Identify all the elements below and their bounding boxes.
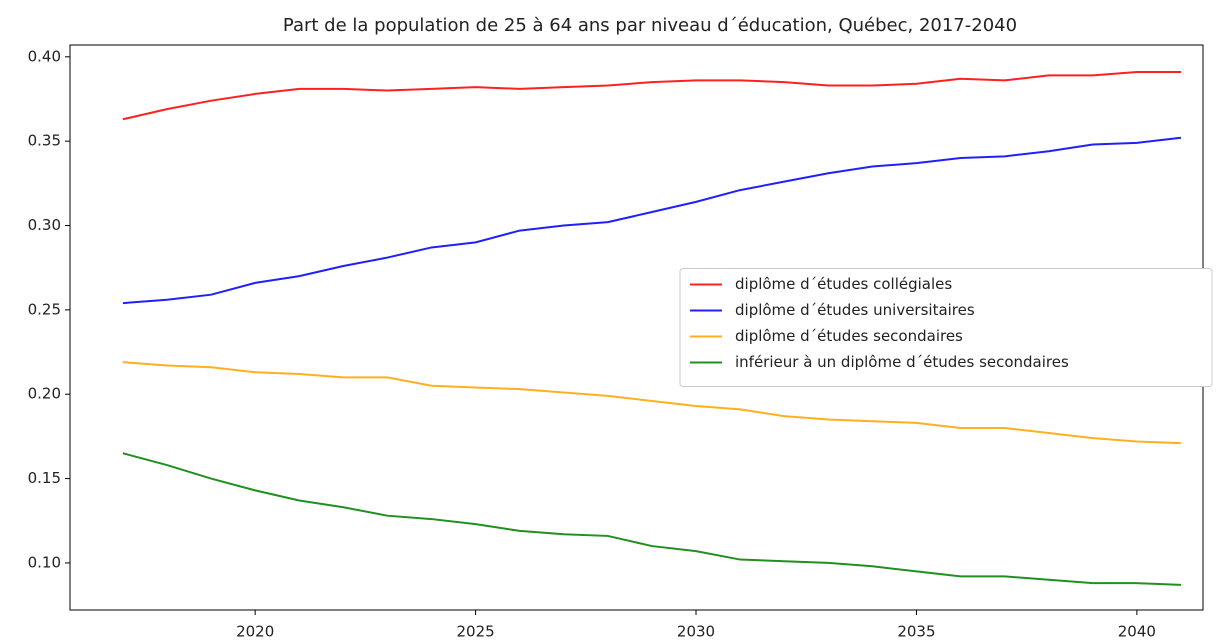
series-line — [122, 70, 1181, 121]
x-tick-label: 2035 — [897, 623, 935, 641]
x-tick-label: 2040 — [1118, 623, 1156, 641]
x-tick-label: 2025 — [456, 623, 494, 641]
x-tick-label: 2020 — [236, 623, 274, 641]
x-tick-label: 2030 — [677, 623, 715, 641]
legend-box — [679, 268, 1213, 387]
legend-label: inférieur à un diplôme d´études secondai… — [735, 353, 1069, 371]
y-tick-label: 0.35 — [28, 132, 61, 150]
series-line — [122, 136, 1182, 305]
series-line — [122, 361, 1181, 445]
chart-title: Part de la population de 25 à 64 ans par… — [283, 15, 1017, 36]
legend: diplôme d´études collégiales diplôme d´ét… — [679, 268, 1213, 387]
legend-label: diplôme d´études collégiales — [735, 275, 952, 293]
y-tick-label: 0.20 — [28, 385, 61, 403]
y-tick-label: 0.40 — [28, 47, 61, 65]
legend-label: diplôme d´études secondaires — [735, 327, 963, 345]
y-tick-label: 0.30 — [28, 216, 61, 234]
y-tick-label: 0.15 — [28, 469, 61, 487]
y-tick-label: 0.25 — [28, 300, 61, 318]
series-line — [122, 452, 1181, 586]
y-tick-label: 0.10 — [28, 553, 61, 571]
legend-label: diplôme d´études universitaires — [735, 301, 975, 319]
